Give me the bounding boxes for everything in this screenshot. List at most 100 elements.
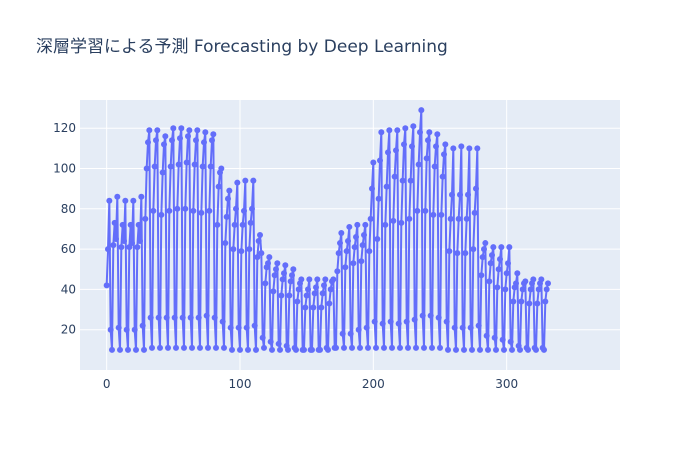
x-tick-label: 100 [229, 377, 252, 391]
data-point [310, 304, 317, 311]
data-point [115, 324, 122, 331]
data-point [123, 326, 130, 333]
data-point [318, 304, 325, 311]
data-point [238, 248, 245, 255]
data-point [490, 244, 497, 251]
data-point [425, 137, 431, 144]
data-point [277, 346, 283, 353]
data-point [271, 272, 278, 279]
data-point [154, 127, 161, 134]
data-point [414, 207, 421, 214]
data-point [199, 163, 206, 170]
data-point [509, 346, 515, 353]
data-point [454, 250, 461, 257]
data-point [229, 346, 235, 353]
data-point [526, 300, 533, 307]
data-point [370, 159, 377, 166]
y-tick-label: 120 [53, 121, 76, 135]
data-point [337, 240, 343, 247]
data-point [111, 219, 118, 226]
data-point [109, 346, 115, 353]
data-point [205, 344, 211, 351]
data-point [439, 173, 446, 180]
data-point [479, 254, 486, 261]
data-point [223, 213, 230, 220]
data-point [381, 344, 387, 351]
data-point [322, 276, 329, 283]
data-point [463, 215, 470, 222]
data-point [230, 246, 237, 253]
data-point [431, 163, 438, 170]
data-point [177, 135, 183, 142]
data-point [423, 155, 430, 162]
data-point [354, 221, 361, 228]
data-point [210, 131, 217, 138]
data-point [326, 300, 333, 307]
data-point [305, 286, 311, 293]
data-point [218, 165, 225, 172]
data-point [281, 270, 287, 277]
data-point [487, 260, 494, 267]
data-point [470, 246, 477, 253]
data-point [187, 314, 194, 321]
data-point [197, 344, 203, 351]
data-point [441, 151, 447, 158]
data-point [527, 286, 534, 293]
data-point [182, 205, 189, 212]
data-point [134, 244, 141, 251]
data-point [534, 300, 541, 307]
data-point [222, 240, 229, 247]
data-point [247, 219, 254, 226]
data-point [178, 125, 185, 132]
data-point [474, 145, 481, 152]
data-point [185, 133, 191, 140]
data-point [195, 314, 202, 321]
data-point [261, 344, 267, 351]
y-tick-label: 20 [61, 323, 76, 337]
data-point [342, 264, 349, 271]
data-point [130, 197, 137, 204]
data-point [295, 286, 302, 293]
data-point [253, 346, 259, 353]
data-point [363, 324, 370, 331]
data-point [234, 179, 241, 186]
data-point [249, 205, 255, 212]
data-point [149, 344, 155, 351]
data-point [255, 238, 262, 245]
data-point [355, 326, 362, 333]
data-point [533, 346, 539, 353]
data-point [319, 290, 326, 297]
data-point [117, 346, 123, 353]
data-point [409, 143, 415, 150]
data-point [158, 211, 165, 218]
data-point [498, 244, 505, 251]
data-point [426, 129, 433, 136]
data-point [298, 276, 305, 283]
data-point [535, 286, 542, 293]
data-point [166, 207, 173, 214]
data-point [294, 298, 301, 305]
data-point [465, 191, 471, 198]
data-point [225, 195, 231, 202]
data-point [519, 286, 526, 293]
data-point [373, 344, 379, 351]
data-point [375, 195, 382, 202]
chart-title: 深層学習による予測 Forecasting by Deep Learning [36, 37, 448, 57]
data-point [285, 346, 291, 353]
data-point [321, 282, 327, 289]
data-point [242, 177, 249, 184]
data-point [183, 159, 190, 166]
data-point [506, 244, 513, 251]
data-point [417, 129, 423, 136]
data-point [266, 254, 273, 261]
data-point [411, 316, 418, 323]
data-point [455, 215, 462, 222]
data-point [275, 340, 282, 347]
data-point [289, 272, 295, 279]
data-point [395, 320, 402, 327]
data-point [113, 236, 119, 243]
data-point [103, 282, 110, 289]
data-point [110, 242, 117, 249]
data-point [335, 250, 342, 257]
data-point [293, 346, 299, 353]
